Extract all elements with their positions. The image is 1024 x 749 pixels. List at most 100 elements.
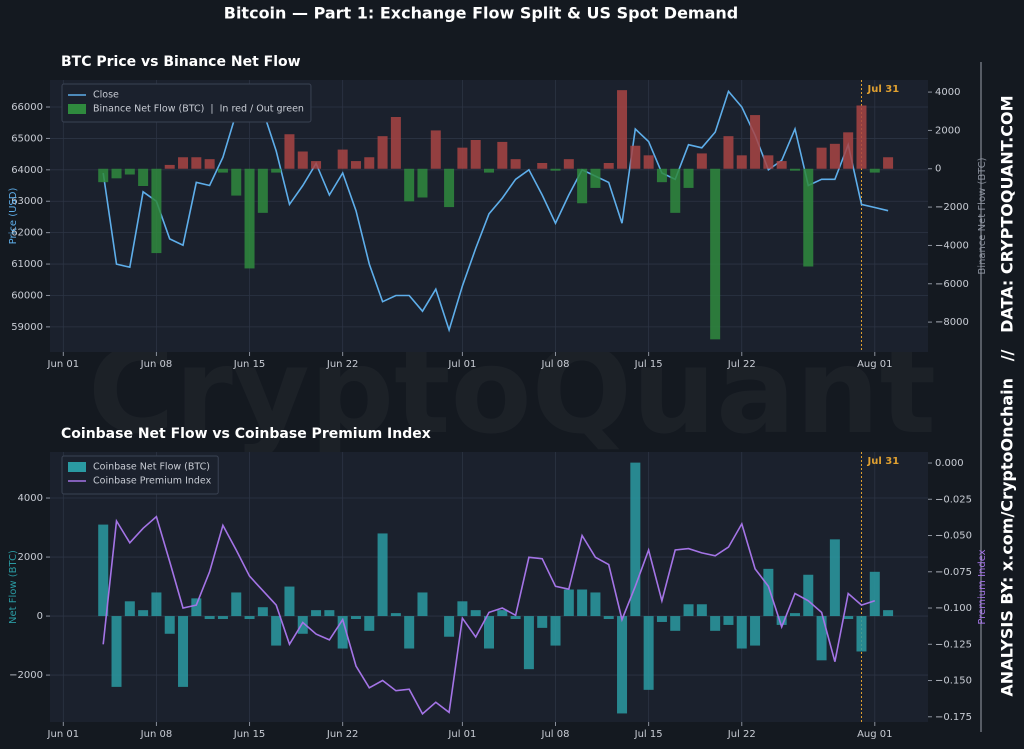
bar [577, 589, 588, 617]
annotation-label: Jul 31 [866, 456, 899, 467]
bar [484, 168, 494, 173]
legend-swatch [68, 104, 86, 114]
y-axis-label: Net Flow (BTC) [8, 550, 19, 624]
bar [577, 168, 588, 204]
bar [643, 616, 654, 690]
y2-tick-label: −0.100 [935, 603, 972, 614]
bar [683, 604, 694, 617]
bar [550, 168, 561, 171]
bar [643, 155, 654, 169]
y2-tick-label: 0 [935, 164, 941, 175]
bar [550, 616, 561, 646]
bar [444, 616, 455, 637]
bar [497, 141, 508, 169]
x-tick-label: Jul 01 [447, 729, 476, 740]
y-tick-label: −2000 [9, 670, 43, 681]
bar [843, 132, 854, 169]
bar [204, 159, 215, 169]
bar [723, 616, 734, 625]
bar [736, 616, 747, 649]
bar [537, 162, 548, 169]
bar [563, 589, 574, 617]
bar [869, 168, 880, 173]
bar [430, 130, 441, 169]
bar [337, 616, 348, 649]
x-tick-label: Jun 01 [47, 729, 80, 740]
y2-tick-label: −0.175 [935, 712, 972, 723]
bar [590, 592, 601, 617]
bar [138, 168, 149, 187]
annotation-label: Jul 31 [866, 84, 899, 95]
x-tick-label: Jun 15 [233, 359, 266, 370]
bar [284, 586, 295, 617]
bar [656, 168, 667, 183]
bar [883, 610, 894, 617]
bar [590, 168, 601, 188]
bar [736, 155, 747, 169]
side-note: ANALYSIS BY: x.com/CryptoOnchain // DATA… [998, 95, 1017, 696]
bar [138, 610, 149, 617]
chart-title: Coinbase Net Flow vs Coinbase Premium In… [61, 426, 431, 442]
bar [390, 613, 401, 617]
bar [98, 524, 109, 617]
y-axis-label: Price (USD) [8, 188, 19, 245]
bar [510, 616, 521, 620]
bar [537, 616, 548, 628]
x-tick-label: Jun 01 [47, 359, 80, 370]
x-tick-label: Aug 01 [857, 359, 892, 370]
legend: Close Binance Net Flow (BTC) | In red / O… [61, 83, 312, 123]
y2-axis-label: Premium Index [977, 549, 988, 624]
bar [124, 168, 135, 175]
bar [563, 159, 574, 169]
x-tick-label: Jun 22 [326, 359, 359, 370]
y-tick-label: 0 [37, 611, 43, 622]
bar [803, 168, 814, 267]
x-tick-label: Jul 08 [541, 729, 570, 740]
bar [311, 610, 322, 617]
bar [111, 168, 122, 179]
bar [776, 616, 787, 625]
bar [204, 616, 215, 620]
bar [670, 168, 681, 213]
y-tick-label: 59000 [11, 322, 43, 333]
y-tick-label: 66000 [11, 102, 43, 113]
y-tick-label: 63000 [11, 196, 43, 207]
y2-tick-label: 4000 [935, 87, 960, 98]
x-tick-label: Jul 08 [541, 359, 570, 370]
x-tick-label: Jun 08 [140, 729, 173, 740]
bar [217, 168, 228, 173]
bar [151, 592, 162, 617]
y-tick-label: 62000 [11, 228, 43, 239]
plot-area [50, 452, 928, 722]
x-tick-label: Jul 01 [447, 359, 476, 370]
y-tick-label: 65000 [11, 133, 43, 144]
bar [630, 462, 641, 617]
y2-tick-label: −0.075 [935, 567, 972, 578]
bar [417, 168, 428, 198]
y2-axis-label: Binance Net Flow (BTC) [977, 157, 988, 274]
chart-title: BTC Price vs Binance Net Flow [61, 54, 301, 70]
x-tick-label: Jun 08 [140, 359, 173, 370]
bar [337, 149, 348, 169]
line [102, 515, 876, 716]
y2-tick-label: −6000 [935, 279, 969, 290]
bar [869, 571, 880, 617]
bar [178, 616, 189, 687]
page-title: Bitcoin — Part 1: Exchange Flow Split & … [224, 4, 738, 23]
y2-tick-label: −4000 [935, 240, 969, 251]
legend-box [61, 83, 312, 123]
bar [377, 533, 388, 617]
bar [271, 616, 282, 646]
bar [829, 539, 840, 617]
legend: Coinbase Net Flow (BTC) Coinbase Premium … [61, 455, 219, 495]
bar [271, 168, 282, 173]
y2-tick-label: −2000 [935, 202, 969, 213]
bar [856, 616, 867, 652]
bar [457, 147, 468, 169]
bar [457, 601, 468, 617]
x-tick-label: Jul 22 [727, 359, 756, 370]
bar [164, 164, 175, 169]
y2-tick-label: −0.050 [935, 531, 972, 542]
legend-label: Coinbase Premium Index [93, 476, 212, 487]
